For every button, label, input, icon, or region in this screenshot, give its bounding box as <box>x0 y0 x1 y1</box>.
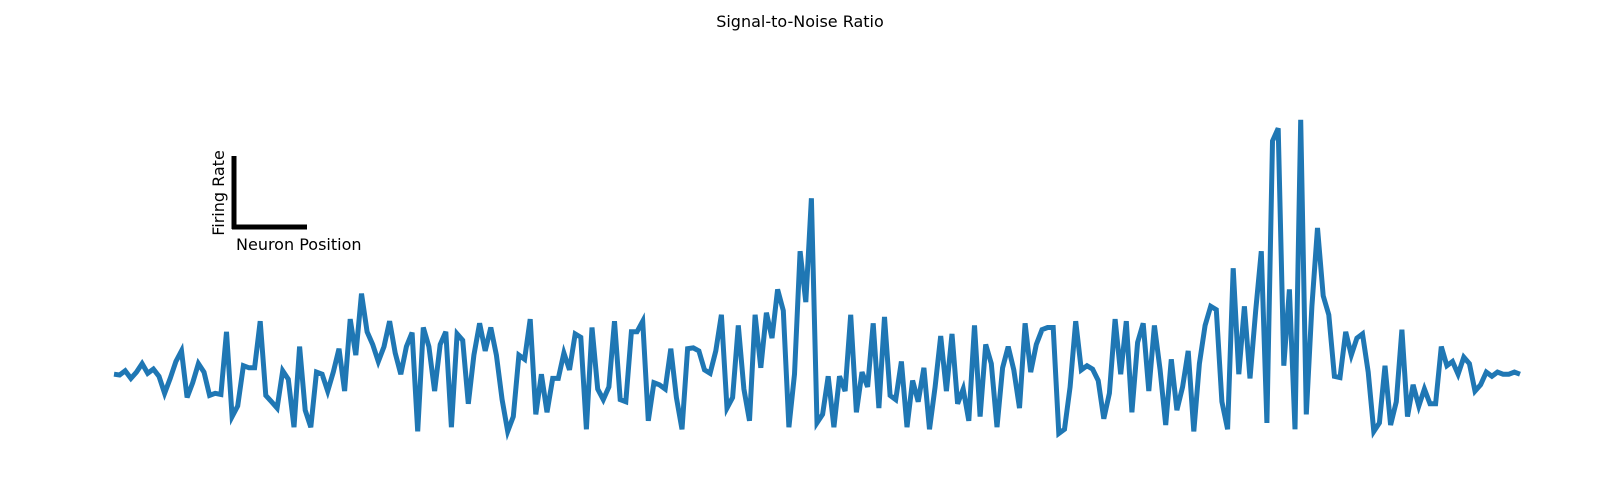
chart-title: Signal-to-Noise Ratio <box>716 12 884 31</box>
series-layer <box>113 119 1521 441</box>
scale-bar-y-label: Firing Rate <box>209 150 228 236</box>
scale-bar: Neuron Position Firing Rate <box>209 150 362 254</box>
series-line-0 <box>113 119 1521 441</box>
scale-bar-x-label: Neuron Position <box>236 235 362 254</box>
